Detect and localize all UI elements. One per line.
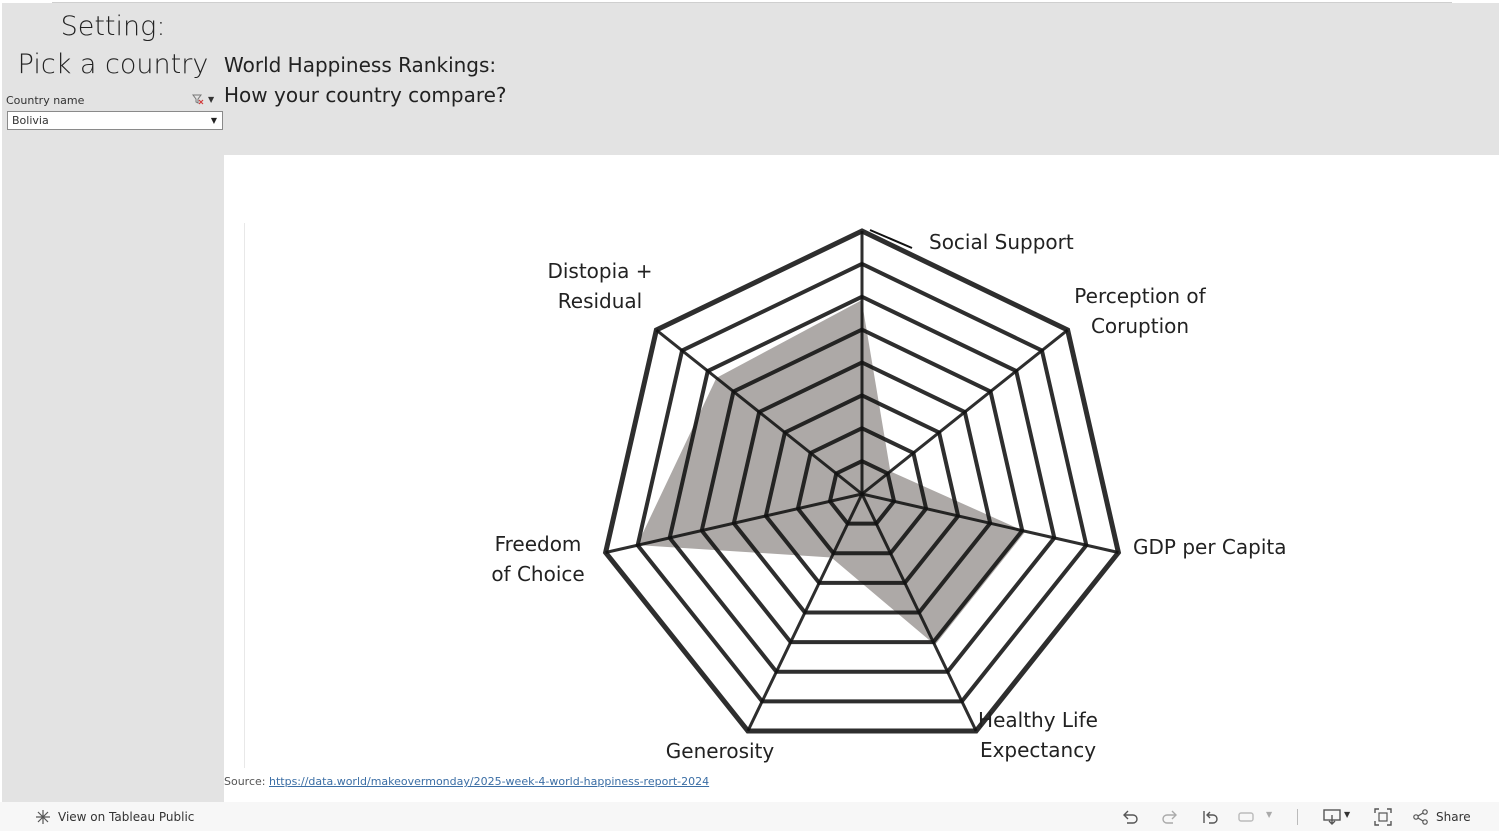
header-panel: World Happiness Rankings: How your count… xyxy=(224,3,1499,155)
share-icon xyxy=(1413,809,1428,825)
axis-spoke xyxy=(861,328,1069,496)
label-leader-line xyxy=(869,229,913,249)
chart-divider xyxy=(244,223,245,768)
country-filter-label: Country name xyxy=(6,94,85,107)
share-label: Share xyxy=(1436,810,1471,824)
chart-area: Social Support Perception of Coruption GDP … xyxy=(224,155,1499,781)
axis-label: Freedom of Choice xyxy=(491,532,584,586)
filter-panel: Setting: Pick a country Country name ▼ B… xyxy=(2,3,224,802)
axis-spoke xyxy=(861,492,1119,554)
axis-spoke xyxy=(605,492,863,554)
grid-ring xyxy=(635,261,1089,704)
country-select[interactable]: Bolivia ▼ xyxy=(7,111,223,130)
filter-menu-icon[interactable]: ▼ xyxy=(208,95,215,104)
tableau-logo-icon xyxy=(36,810,50,824)
axis-label: Social Support xyxy=(929,230,1074,254)
fullscreen-icon[interactable] xyxy=(1373,807,1393,827)
grid-ring xyxy=(667,294,1057,674)
axis-label: Perception of Coruption xyxy=(1074,284,1206,338)
dashboard-subtitle: How your country compare? xyxy=(224,83,507,107)
grid-ring xyxy=(699,327,1025,645)
top-rule xyxy=(52,2,1452,3)
radar-grid xyxy=(602,228,1122,734)
grid-ring xyxy=(731,360,993,615)
axis-label: GDP per Capita xyxy=(1133,535,1286,559)
axis-labels: Social Support Perception of Coruption GDP … xyxy=(491,230,1286,763)
country-value-area xyxy=(635,298,1027,647)
axis-spoke xyxy=(746,493,864,732)
grid-ring xyxy=(795,426,929,556)
axis-label: Healthy Life Expectancy xyxy=(978,708,1098,762)
grid-ring xyxy=(602,228,1122,734)
dashboard-title: World Happiness Rankings: xyxy=(224,53,497,77)
axis-label: Generosity xyxy=(666,739,775,763)
undo-icon[interactable] xyxy=(1120,807,1140,827)
source-link[interactable]: https://data.world/makeovermonday/2025-w… xyxy=(269,775,710,788)
refresh-icon[interactable] xyxy=(1236,807,1256,827)
bottom-toolbar: View on Tableau Public ▼ ▼ Share xyxy=(0,802,1499,831)
grid-ring xyxy=(763,393,961,585)
clear-filter-icon[interactable] xyxy=(192,93,204,105)
pick-country-title: Pick a country xyxy=(17,49,209,80)
refresh-menu-icon[interactable]: ▼ xyxy=(1266,810,1273,819)
chevron-down-icon: ▼ xyxy=(210,116,217,125)
grid-ring xyxy=(827,458,897,526)
view-on-tableau-label: View on Tableau Public xyxy=(58,810,195,824)
setting-title: Setting: xyxy=(60,11,166,42)
share-button[interactable]: Share xyxy=(1412,808,1471,826)
axis-spoke xyxy=(860,493,978,732)
redo-icon[interactable] xyxy=(1160,807,1180,827)
radar-chart: Social Support Perception of Coruption GDP … xyxy=(491,228,1286,763)
toolbar-divider xyxy=(1297,809,1298,825)
axis-spoke xyxy=(655,328,863,496)
download-menu-icon[interactable]: ▼ xyxy=(1344,810,1351,819)
view-on-tableau-button[interactable]: View on Tableau Public xyxy=(34,808,194,826)
revert-icon[interactable] xyxy=(1200,807,1220,827)
download-icon[interactable] xyxy=(1322,807,1342,827)
source-prefix: Source: xyxy=(224,775,266,788)
source-note: Source: https://data.world/makeovermonda… xyxy=(224,775,709,788)
country-select-value: Bolivia xyxy=(12,114,49,127)
axis-label: Distopia + Residual xyxy=(547,259,652,313)
